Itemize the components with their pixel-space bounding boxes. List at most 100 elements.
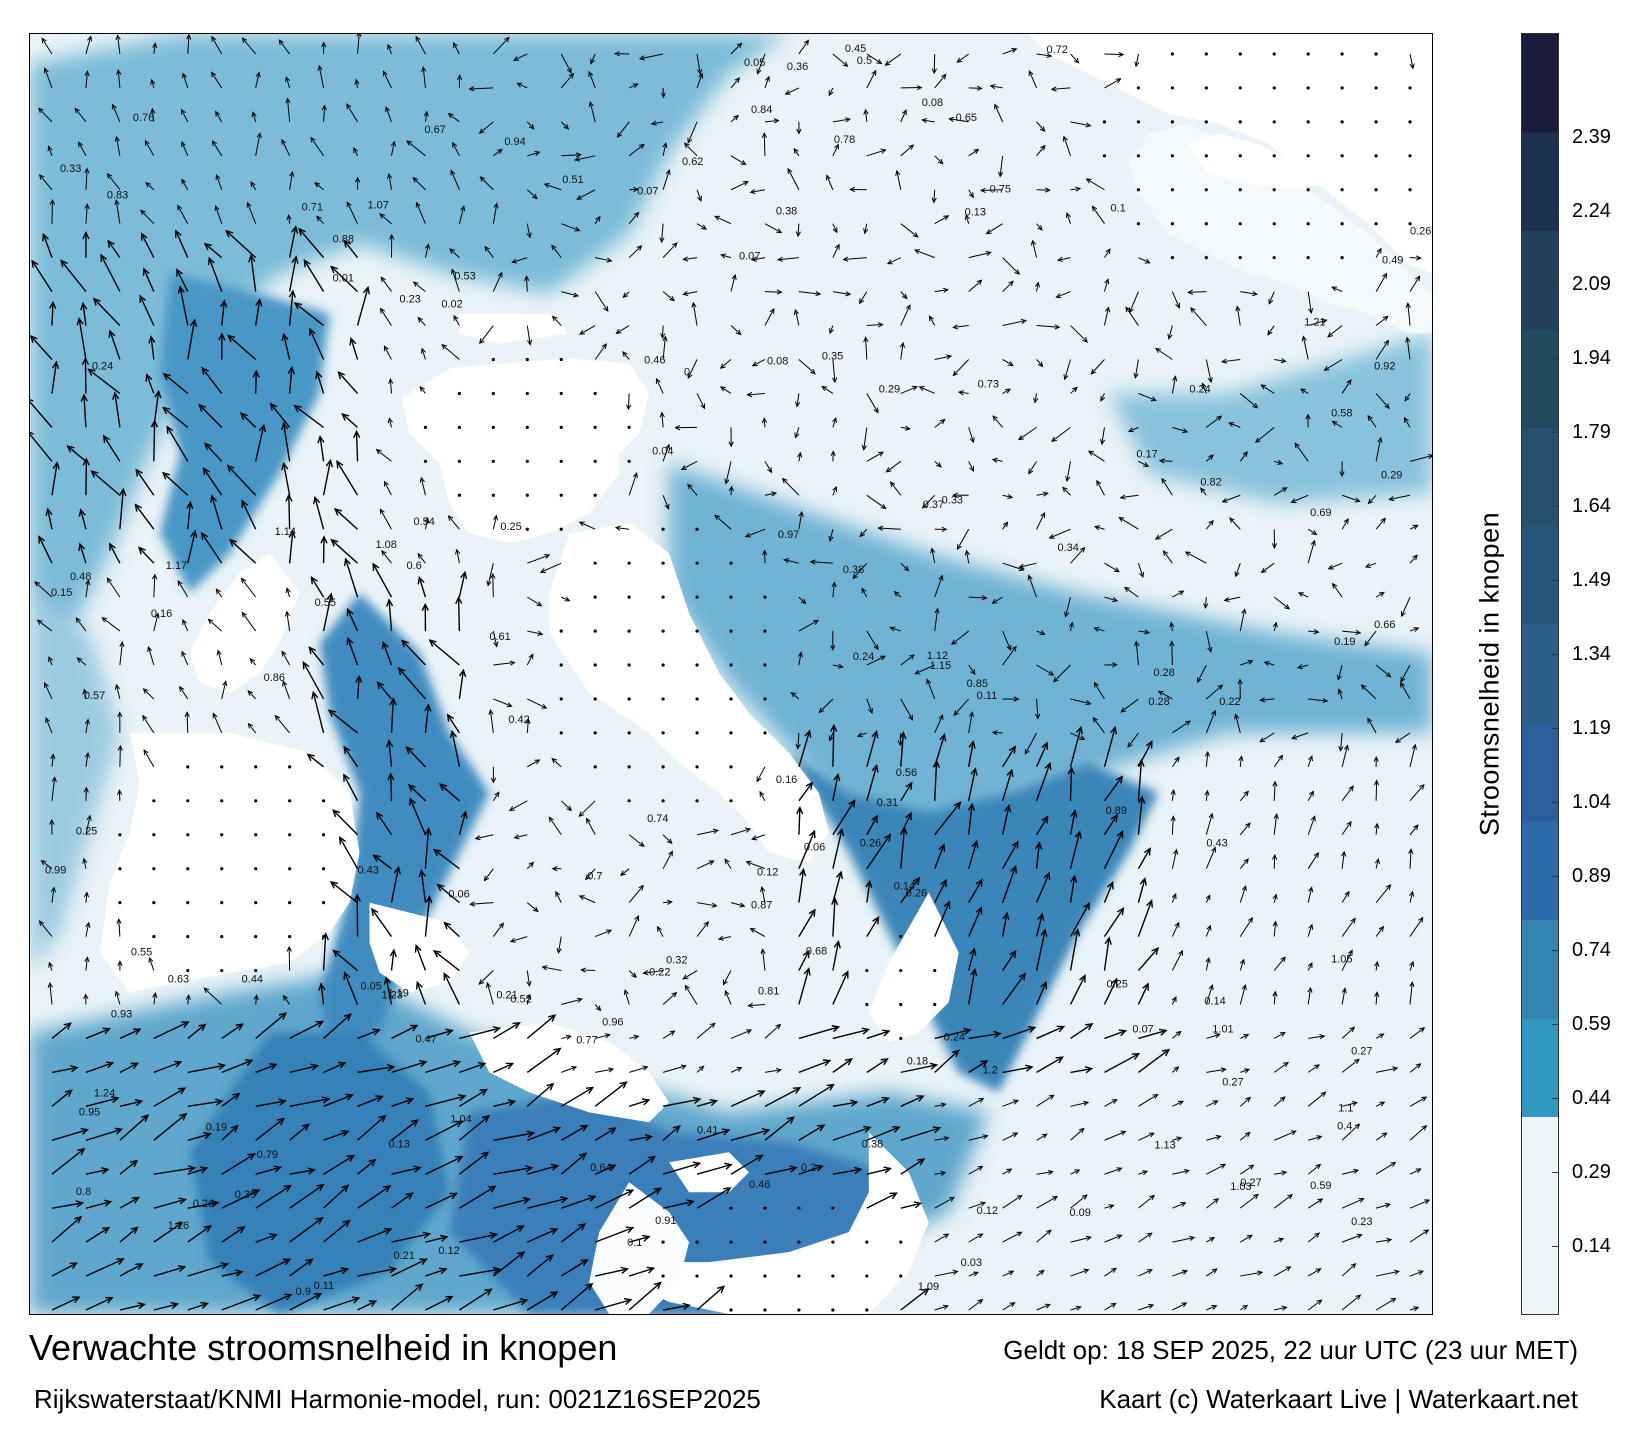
current-arrow xyxy=(1104,51,1125,58)
current-arrow xyxy=(1036,511,1046,530)
current-arrow xyxy=(43,67,53,89)
colorbar-tick-label: 0.14 xyxy=(1572,1234,1611,1257)
current-arrow xyxy=(543,183,562,191)
current-arrow xyxy=(1240,659,1254,666)
current-arrow xyxy=(897,732,904,747)
current-arrow xyxy=(594,291,609,312)
current-arrow xyxy=(153,1060,183,1074)
current-arrow xyxy=(119,1159,139,1175)
current-arrow xyxy=(930,547,936,564)
current-arrow xyxy=(1375,664,1392,678)
current-arrow xyxy=(526,1254,554,1277)
current-arrow xyxy=(1307,851,1319,869)
current-arrow xyxy=(424,703,432,733)
current-arrow xyxy=(42,232,53,258)
current-arrow xyxy=(45,507,53,530)
current-arrow xyxy=(1403,416,1411,428)
current-arrow xyxy=(1030,239,1038,258)
current-arrow xyxy=(406,140,426,157)
current-arrow xyxy=(357,1300,378,1311)
map-frame[interactable]: 0.29 0.39 0.24 0.26 0.27 0.43 0.38 0.25 0.27 0.4 0… xyxy=(29,33,1433,1315)
speed-label: 0.18 xyxy=(907,1055,928,1067)
current-arrow xyxy=(1205,454,1214,462)
current-arrow xyxy=(526,1291,559,1311)
current-arrow xyxy=(182,618,189,632)
current-arrow xyxy=(1205,846,1217,869)
current-arrow xyxy=(629,1133,654,1142)
current-arrow xyxy=(900,1287,930,1311)
current-arrow xyxy=(221,1226,246,1243)
current-arrow xyxy=(336,459,359,496)
current-arrow xyxy=(1296,664,1309,670)
current-arrow xyxy=(832,291,852,297)
speed-label: 1.14 xyxy=(275,526,296,538)
current-arrow xyxy=(1127,732,1139,749)
current-arrow xyxy=(114,135,121,156)
speed-label: 0.26 xyxy=(860,838,881,850)
speed-label: 0.84 xyxy=(751,104,772,116)
current-arrow xyxy=(934,607,940,632)
current-arrow xyxy=(1307,962,1313,971)
current-arrow xyxy=(1036,187,1051,193)
current-arrow xyxy=(798,867,807,903)
current-arrow xyxy=(1001,804,1012,835)
current-arrow xyxy=(1367,494,1377,505)
current-arrow xyxy=(1308,1034,1326,1040)
colorbar-tick-label: 1.94 xyxy=(1572,347,1611,370)
current-arrow xyxy=(798,1025,841,1040)
current-arrow xyxy=(560,1282,594,1311)
current-arrow xyxy=(764,1116,795,1141)
grid-dot xyxy=(661,697,665,701)
current-arrow xyxy=(458,1114,491,1141)
current-arrow xyxy=(357,1266,398,1277)
current-arrow xyxy=(1203,597,1209,610)
speed-label: 0.46 xyxy=(749,1179,770,1191)
current-arrow xyxy=(866,915,880,937)
current-arrow xyxy=(798,1164,824,1175)
current-arrow xyxy=(1002,840,1019,870)
grid-dot xyxy=(695,561,699,565)
current-arrow xyxy=(1300,388,1309,394)
current-arrow xyxy=(1375,1161,1397,1175)
map-credit[interactable]: Kaart (c) Waterkaart Live | Waterkaart.n… xyxy=(1099,1384,1578,1414)
grid-dot xyxy=(627,799,631,803)
current-arrow xyxy=(250,181,257,191)
current-arrow xyxy=(1221,358,1241,364)
current-arrow xyxy=(622,291,630,299)
current-arrow xyxy=(1036,664,1055,676)
current-arrow xyxy=(1172,1066,1180,1073)
current-speed-map[interactable]: 0.290.390.240.260.270.430.380.250.270.40… xyxy=(30,34,1432,1314)
current-arrow xyxy=(357,1114,387,1141)
speed-label: 1.05 xyxy=(1331,954,1352,966)
grid-dot xyxy=(831,1240,835,1244)
grid-dot xyxy=(695,731,699,735)
current-arrow xyxy=(1205,957,1211,971)
current-arrow xyxy=(1172,426,1189,434)
speed-label: 0.24 xyxy=(1189,383,1210,395)
current-arrow xyxy=(288,255,299,292)
current-arrow xyxy=(1069,901,1091,937)
current-arrow xyxy=(526,1014,557,1039)
current-arrow xyxy=(866,814,878,836)
current-arrow xyxy=(728,485,734,496)
current-arrow xyxy=(40,859,53,870)
current-arrow xyxy=(212,712,223,734)
current-arrow xyxy=(1342,1101,1359,1107)
current-arrow xyxy=(420,347,426,360)
current-arrow xyxy=(527,630,544,636)
current-arrow xyxy=(1062,486,1071,496)
current-arrow xyxy=(798,1124,826,1141)
current-arrow xyxy=(696,828,719,836)
current-arrow xyxy=(391,1097,415,1107)
speed-label: 0.41 xyxy=(697,1124,718,1136)
speed-label: 0.61 xyxy=(489,631,510,643)
current-arrow xyxy=(1036,1196,1059,1209)
current-arrow xyxy=(663,899,673,905)
current-arrow xyxy=(117,789,123,801)
current-arrow xyxy=(992,415,1003,428)
current-arrow xyxy=(1342,1168,1360,1175)
current-arrow xyxy=(1067,766,1075,801)
current-arrow xyxy=(119,1028,142,1040)
current-arrow xyxy=(317,434,325,462)
grid-dot xyxy=(457,425,461,429)
